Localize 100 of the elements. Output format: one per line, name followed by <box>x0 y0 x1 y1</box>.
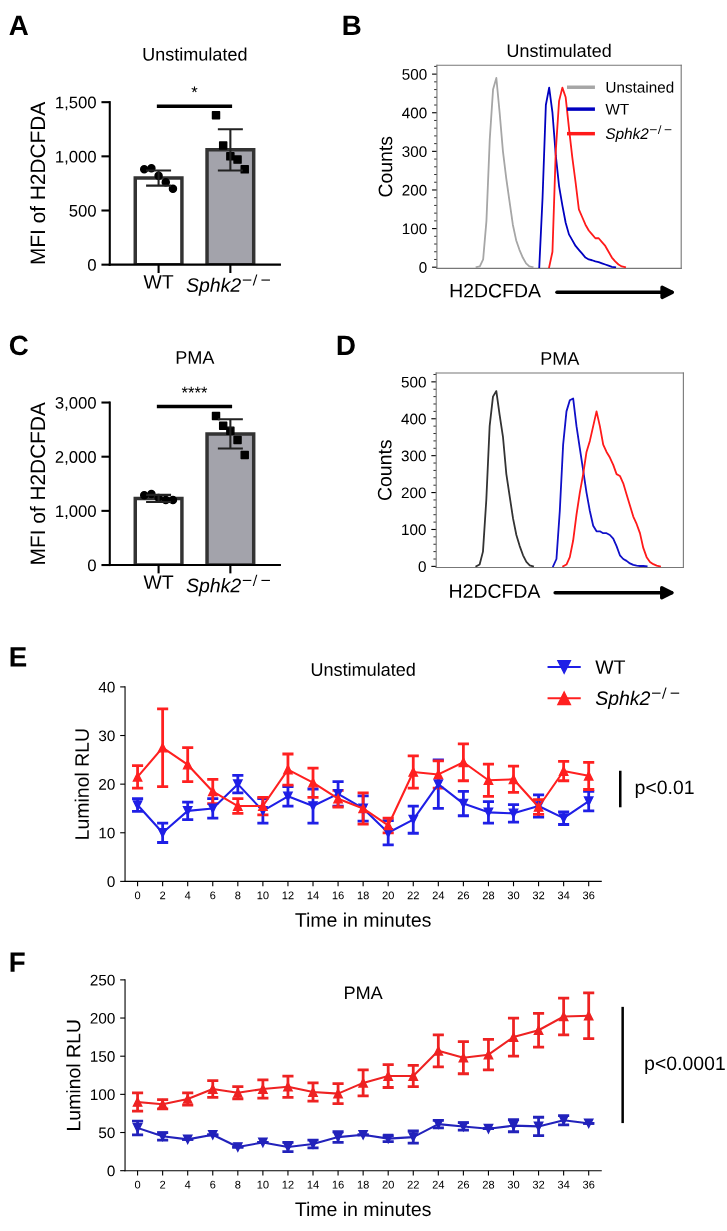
chart-title: PMA <box>345 986 383 999</box>
x-axis-title: Time in minutes <box>295 912 431 927</box>
x-tick-label: 30 <box>507 1180 520 1189</box>
x-tick-label: 24 <box>432 891 445 900</box>
x-tick-label: 4 <box>184 891 191 900</box>
x-tick-label: 18 <box>357 1180 369 1189</box>
x-tick-label: 36 <box>582 891 595 900</box>
y-tick-label: 300 <box>401 450 426 462</box>
y-tick-label: 3,000 <box>55 396 96 411</box>
text: * <box>191 86 198 93</box>
y-tick-label: 1,000 <box>56 505 96 520</box>
x-tick-label: 28 <box>482 891 495 900</box>
text: F <box>10 952 25 972</box>
text: D <box>337 335 355 355</box>
x-tick-label: 10 <box>257 891 269 900</box>
text: E <box>10 647 27 667</box>
x-tick-label: 8 <box>235 891 241 900</box>
x-axis-title: H2DCFDA <box>450 283 541 298</box>
y-tick-label: 20 <box>99 779 115 790</box>
x-tick-label: 32 <box>532 891 545 900</box>
legend-label: WT <box>595 660 626 674</box>
x-tick-label: 20 <box>382 891 394 900</box>
y-tick-label: 0 <box>87 259 96 271</box>
y-tick-label: 0 <box>419 262 427 273</box>
text: A <box>9 15 29 35</box>
y-tick-label: 50 <box>98 1127 115 1139</box>
x-tick-label: 6 <box>210 891 216 900</box>
x-tick-label: 32 <box>532 1180 545 1189</box>
x-tick-label: 36 <box>582 1180 595 1189</box>
y-axis-title: MFI of H2DCFDA <box>29 402 46 564</box>
x-tick-label: 30 <box>507 891 520 900</box>
y-tick-label: 1,000 <box>56 150 96 165</box>
x-tick-label: 2 <box>160 891 166 900</box>
legend-label: WT <box>605 103 629 115</box>
x-tick-label: 4 <box>184 1180 191 1189</box>
text: B <box>343 15 361 35</box>
chart-title: PMA <box>176 351 215 364</box>
x-axis-title: Time in minutes <box>295 1201 431 1217</box>
y-tick-label: 200 <box>401 487 426 499</box>
x-tick-label: 20 <box>382 1180 394 1189</box>
y-tick-label: 100 <box>91 1089 115 1101</box>
x-tick-label: 26 <box>457 1180 470 1189</box>
y-axis-title: MFI of H2DCFDA <box>29 101 46 264</box>
y-tick-label: 0 <box>107 876 115 888</box>
y-tick-label: 1,500 <box>56 96 96 111</box>
x-tick-label: 10 <box>257 1180 269 1189</box>
y-axis-title: Counts <box>378 136 393 197</box>
text: p<0.01 <box>635 780 694 799</box>
x-tick-label: 22 <box>407 891 419 900</box>
y-tick-label: 250 <box>90 974 115 986</box>
text: p<0.0001 <box>645 1056 725 1075</box>
y-tick-label: 0 <box>107 1165 115 1177</box>
chart-title: PMA <box>541 352 580 365</box>
text: C <box>9 335 29 356</box>
y-tick-label: 500 <box>69 204 96 217</box>
x-tick-label: 22 <box>407 1180 419 1189</box>
y-tick-label: 100 <box>402 223 427 235</box>
chart-title: Unstimulated <box>507 43 611 58</box>
y-tick-label: 400 <box>401 413 426 425</box>
y-tick-label: 200 <box>90 1012 115 1024</box>
x-axis-title: H2DCFDA <box>450 584 541 598</box>
y-tick-label: 500 <box>402 68 427 80</box>
x-tick-label: 16 <box>332 891 344 900</box>
x-tick-label: 8 <box>235 1180 241 1189</box>
legend-label: Unstained <box>606 81 674 93</box>
text: **** <box>181 386 208 393</box>
y-tick-label: 150 <box>91 1051 115 1062</box>
x-tick-label: 28 <box>482 1180 495 1189</box>
y-axis-title: Luminol RLU <box>74 729 89 839</box>
x-tick-label: 26 <box>457 891 470 900</box>
x-tick-label: 6 <box>210 1180 216 1189</box>
x-tick-label: 14 <box>307 1180 319 1189</box>
legend-label: Sphk2$^{−/−}$ <box>605 125 672 143</box>
y-tick-label: 100 <box>402 524 426 536</box>
x-tick-label: 0 <box>134 1180 141 1189</box>
y-tick-label: 0 <box>418 561 426 573</box>
x-tick-label: 18 <box>357 891 369 900</box>
x-tick-label: 14 <box>307 891 319 900</box>
chart-title: Unstimulated <box>311 662 415 676</box>
legend-label: Sphk2$^{−/−}$ <box>595 687 680 709</box>
y-tick-label: 30 <box>98 730 115 742</box>
x-tick-label: 12 <box>282 891 294 900</box>
chart-title: Unstimulated <box>143 47 247 61</box>
x-tick-label: 0 <box>134 891 141 900</box>
y-tick-label: 40 <box>98 681 115 693</box>
y-tick-label: 0 <box>87 559 96 572</box>
y-tick-label: 300 <box>402 146 427 158</box>
y-tick-label: 200 <box>402 184 427 196</box>
y-tick-label: 400 <box>402 107 427 119</box>
y-axis-title: Counts <box>377 440 392 501</box>
y-tick-label: 2,000 <box>55 451 96 465</box>
y-axis-title: Luminol RLU <box>66 1020 81 1130</box>
x-tick-label: 34 <box>557 1180 570 1189</box>
y-tick-label: 500 <box>401 376 426 388</box>
x-tick-label: 16 <box>332 1180 344 1189</box>
x-tick-label: 2 <box>160 1180 166 1189</box>
x-tick-label: 12 <box>282 1180 294 1189</box>
y-tick-label: 10 <box>99 827 115 839</box>
x-tick-label: 24 <box>432 1180 445 1189</box>
x-tick-label: 34 <box>557 891 570 900</box>
